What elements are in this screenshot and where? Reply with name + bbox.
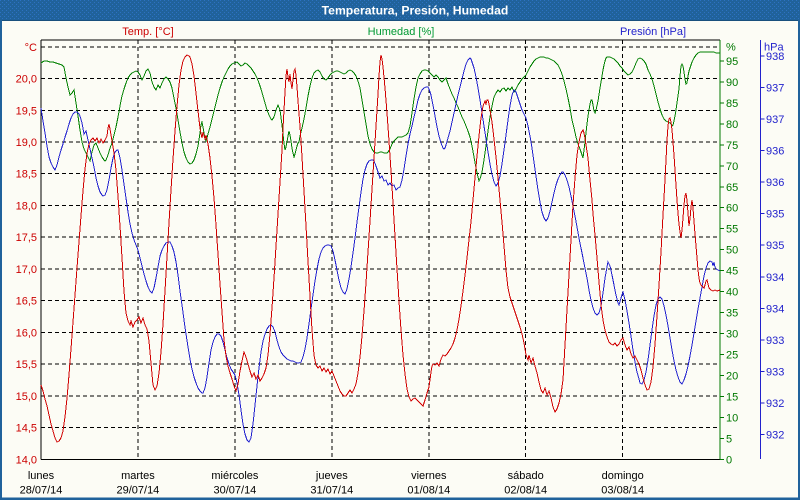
svg-text:50: 50 — [726, 245, 738, 257]
svg-text:lunes: lunes — [28, 470, 55, 482]
svg-text:932: 932 — [766, 430, 784, 442]
svg-text:miércoles: miércoles — [211, 470, 259, 482]
svg-text:937: 937 — [766, 83, 784, 95]
svg-text:15,5: 15,5 — [16, 359, 37, 371]
svg-text:jueves: jueves — [315, 470, 348, 482]
svg-text:29/07/14: 29/07/14 — [116, 485, 159, 497]
svg-text:80: 80 — [726, 119, 738, 131]
svg-text:16,0: 16,0 — [16, 327, 37, 339]
svg-text:65: 65 — [726, 182, 738, 194]
svg-text:40: 40 — [726, 287, 738, 299]
svg-text:18,5: 18,5 — [16, 169, 37, 181]
svg-text:25: 25 — [726, 350, 738, 362]
svg-text:17,0: 17,0 — [16, 264, 37, 276]
svg-text:933: 933 — [766, 366, 784, 378]
svg-text:martes: martes — [121, 470, 155, 482]
svg-text:90: 90 — [726, 77, 738, 89]
svg-text:936: 936 — [766, 146, 784, 158]
svg-text:937: 937 — [766, 114, 784, 126]
svg-text:30: 30 — [726, 329, 738, 341]
svg-text:Temp. [°C]: Temp. [°C] — [122, 26, 173, 38]
svg-text:hPa: hPa — [764, 42, 784, 54]
svg-text:0: 0 — [726, 454, 732, 466]
svg-text:938: 938 — [766, 51, 784, 63]
svg-text:45: 45 — [726, 266, 738, 278]
svg-text:20: 20 — [726, 370, 738, 382]
svg-text:10: 10 — [726, 412, 738, 424]
svg-text:95: 95 — [726, 56, 738, 68]
svg-text:18,0: 18,0 — [16, 201, 37, 213]
svg-text:19,0: 19,0 — [16, 137, 37, 149]
svg-text:936: 936 — [766, 177, 784, 189]
svg-text:934: 934 — [766, 303, 784, 315]
svg-text:%: % — [726, 42, 736, 54]
svg-text:75: 75 — [726, 140, 738, 152]
svg-text:20,0: 20,0 — [16, 74, 37, 86]
svg-text:14,5: 14,5 — [16, 423, 37, 435]
svg-text:932: 932 — [766, 398, 784, 410]
svg-text:5: 5 — [726, 433, 732, 445]
svg-text:934: 934 — [766, 272, 784, 284]
svg-text:01/08/14: 01/08/14 — [407, 485, 450, 497]
svg-text:16,5: 16,5 — [16, 296, 37, 308]
svg-text:sábado: sábado — [508, 470, 544, 482]
svg-text:17,5: 17,5 — [16, 232, 37, 244]
svg-text:15,0: 15,0 — [16, 391, 37, 403]
svg-text:°C: °C — [25, 42, 37, 54]
svg-text:28/07/14: 28/07/14 — [20, 485, 63, 497]
svg-text:19,5: 19,5 — [16, 105, 37, 117]
svg-text:Presión [hPa]: Presión [hPa] — [620, 26, 686, 38]
svg-text:60: 60 — [726, 203, 738, 215]
svg-text:55: 55 — [726, 224, 738, 236]
svg-text:15: 15 — [726, 391, 738, 403]
svg-text:85: 85 — [726, 98, 738, 110]
svg-text:935: 935 — [766, 209, 784, 221]
svg-text:933: 933 — [766, 335, 784, 347]
svg-text:14,0: 14,0 — [16, 454, 37, 466]
svg-text:935: 935 — [766, 240, 784, 252]
svg-text:30/07/14: 30/07/14 — [213, 485, 256, 497]
svg-text:35: 35 — [726, 308, 738, 320]
svg-text:70: 70 — [726, 161, 738, 173]
svg-text:viernes: viernes — [411, 470, 447, 482]
svg-text:03/08/14: 03/08/14 — [601, 485, 644, 497]
svg-text:Humedad [%]: Humedad [%] — [368, 26, 435, 38]
svg-text:Temperatura, Presión, Humedad: Temperatura, Presión, Humedad — [322, 4, 509, 18]
svg-text:31/07/14: 31/07/14 — [310, 485, 353, 497]
svg-text:domingo: domingo — [602, 470, 644, 482]
svg-text:02/08/14: 02/08/14 — [504, 485, 547, 497]
